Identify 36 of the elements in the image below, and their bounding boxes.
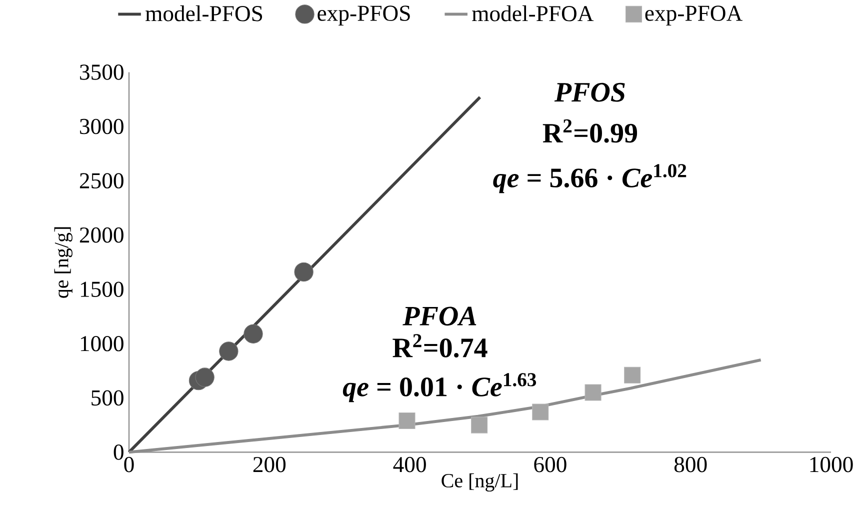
y-tick-label: 2500	[80, 173, 124, 188]
annotation: qe = 5.66 · Ce$^{1.02}$	[493, 164, 686, 194]
y-axis-title: qe [ng/g]	[54, 227, 72, 298]
x-tick-label: 600	[534, 456, 566, 472]
x-axis-title: Ce [ng/L]	[442, 473, 518, 492]
x-tick-label: 800	[674, 456, 707, 472]
y-tick-label: 3000	[80, 118, 124, 134]
x-tick-label: 200	[253, 456, 286, 472]
y-tick-label: 0	[114, 444, 124, 460]
line-series	[128, 358, 762, 454]
legend-label: model-PFOS	[146, 5, 262, 22]
annotation: R$^{2}$=0.74	[392, 334, 488, 358]
point	[398, 412, 416, 429]
y-tick-label: 1000	[80, 336, 124, 352]
x-tick-label: 0	[124, 456, 134, 472]
x-tick-label: 400	[393, 456, 426, 472]
point	[584, 384, 602, 401]
annotation: R$^{2}$=0.99	[542, 119, 638, 143]
y-tick-label: 1500	[80, 282, 124, 297]
point	[219, 342, 238, 361]
point	[624, 366, 641, 384]
legend-label: exp-PFOS	[318, 6, 410, 26]
point	[195, 368, 214, 387]
annotation: PFOA	[402, 306, 476, 326]
point	[244, 324, 263, 344]
y-tick-label: 3500	[80, 64, 124, 80]
point	[294, 262, 314, 282]
y-tick-label: 500	[92, 390, 124, 406]
legend-label: model-PFOA	[472, 5, 594, 22]
annotation: qe = 0.01 · Ce$^{1.63}$	[342, 373, 536, 402]
point	[532, 404, 549, 420]
x-tick-label: 1000	[810, 456, 853, 472]
annotation: PFOS	[554, 82, 625, 102]
y-tick-label: 2000	[80, 227, 124, 243]
point	[471, 416, 488, 434]
legend-label: exp-PFOA	[645, 6, 742, 26]
